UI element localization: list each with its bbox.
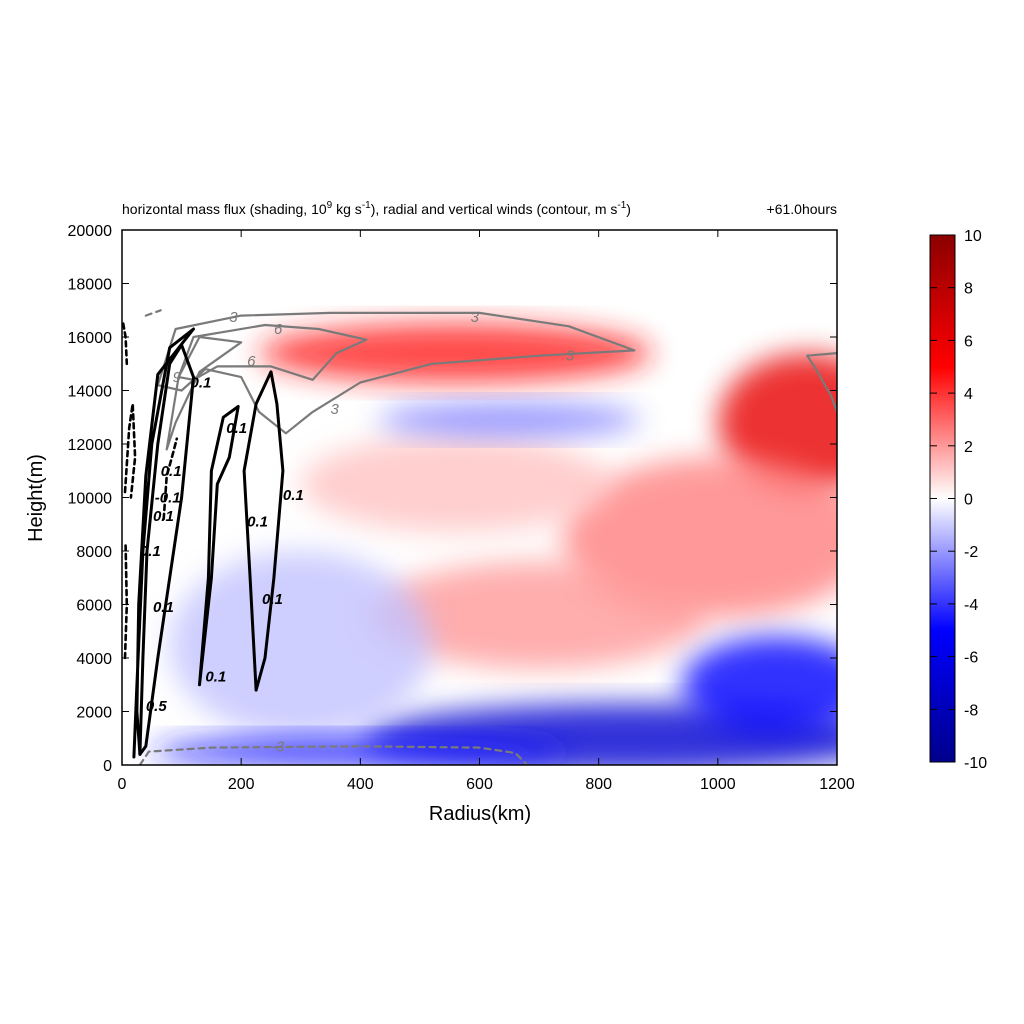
contour-radial-wind-6 [177, 323, 368, 381]
y-tick-label: 20000 [68, 223, 113, 240]
contour-label: -3 [271, 738, 285, 755]
contour-vertical-wind-0-1-inner [123, 402, 137, 499]
colorbar-tick-label: -2 [964, 544, 978, 561]
contour-label: -0.1 [155, 490, 181, 507]
contour-radial-wind-3-right [806, 352, 837, 413]
contour-label: 0.1 [205, 669, 226, 686]
colorbar-tick-label: 10 [964, 228, 982, 245]
colorbar-tick-label: -6 [964, 650, 978, 667]
x-tick-label: 800 [585, 776, 612, 793]
y-tick-label: 16000 [68, 330, 113, 347]
y-tick-label: 18000 [68, 277, 113, 294]
colorbar-tick-label: -10 [964, 755, 987, 772]
contour-vertical-wind-0-1-band-1 [198, 405, 240, 687]
contour-radial-wind-9 [165, 335, 243, 451]
contour-vertical-wind-0-1-band [162, 437, 179, 521]
contour-radial-wind-3 [138, 745, 529, 765]
contour-label: 0.1 [161, 463, 182, 480]
contour-layer: 3 333669-30.10.10.10.50.10.10.10.10.10.10… [122, 309, 837, 765]
y-tick-label: 14000 [68, 384, 113, 401]
x-axis: 0 200 400 600 800 1000 1200 [118, 230, 855, 793]
colorbar-tick-label: -8 [964, 702, 978, 719]
x-tick-label: 1200 [819, 776, 855, 793]
shading-feature-9 [682, 636, 837, 733]
contour-label: 6 [274, 321, 283, 338]
colorbar-tick-label: 2 [964, 439, 973, 456]
colorbar-tick-label: 6 [964, 333, 973, 350]
contour-label: 3 [229, 309, 238, 326]
x-tick-label: 1000 [700, 776, 736, 793]
y-axis-label: Height(m) [25, 454, 47, 542]
y-tick-label: 12000 [68, 437, 113, 454]
contour-radial-wind-3-small [144, 309, 162, 317]
x-tick-label: 0 [118, 776, 127, 793]
shading-layer [151, 323, 837, 765]
x-tick-label: 200 [228, 776, 255, 793]
shading-feature-3 [372, 561, 706, 669]
contour-label: 0.1 [191, 374, 212, 391]
shading-feature-7 [169, 551, 432, 739]
shading-feature-5 [378, 402, 641, 438]
y-tick-label: 6000 [76, 598, 112, 615]
time-label: +61.0hours [767, 201, 837, 217]
chart-title: horizontal mass flux (shading, 109 kg s-… [122, 200, 631, 217]
colorbar-ticks: 10 8 6 4 2 0 -2 -4 -6 -8 -10 [930, 228, 987, 772]
y-tick-label: 8000 [76, 544, 112, 561]
contour-label: 0.5 [146, 698, 168, 715]
contour-label: 3 [471, 309, 480, 326]
colorbar-tick-label: -4 [964, 597, 978, 614]
colorbar-tick-label: 8 [964, 281, 973, 298]
contour-label: 3 [331, 401, 340, 418]
y-tick-label: 10000 [68, 491, 113, 508]
contour-label: 0.1 [283, 487, 304, 504]
x-tick-label: 600 [466, 776, 493, 793]
shading-feature-4 [300, 435, 611, 533]
y-tick-label: 2000 [76, 705, 112, 722]
y-tick-label: 4000 [76, 651, 112, 668]
contour-label: 0.1 [262, 591, 283, 608]
contour-label: 6 [247, 353, 256, 370]
contour-label: 0.1 [140, 543, 161, 560]
colorbar-tick-label: 0 [964, 492, 973, 509]
x-tick-label: 400 [347, 776, 374, 793]
shading-feature-8 [151, 735, 569, 765]
shading-feature-1 [717, 353, 837, 493]
contour-label: 3 [566, 348, 575, 365]
x-axis-label: Radius(km) [429, 803, 531, 825]
contour-vertical-wind-0-1-outer [132, 327, 195, 759]
contour-label: 9 [173, 369, 182, 386]
contour-label: 0.1 [153, 599, 174, 616]
y-axis: 0 2000 4000 6000 8000 10000 12000 14000 16000 180… [68, 223, 837, 775]
contour-label: 0.1 [226, 420, 247, 437]
contour-radial-wind-3 [156, 311, 636, 435]
y-tick-label: 0 [103, 758, 112, 775]
contour-vertical-wind-0-1-band-2 [242, 370, 285, 692]
contour-label: 0.1 [247, 514, 268, 531]
colorbar-tick-label: 4 [964, 386, 973, 403]
